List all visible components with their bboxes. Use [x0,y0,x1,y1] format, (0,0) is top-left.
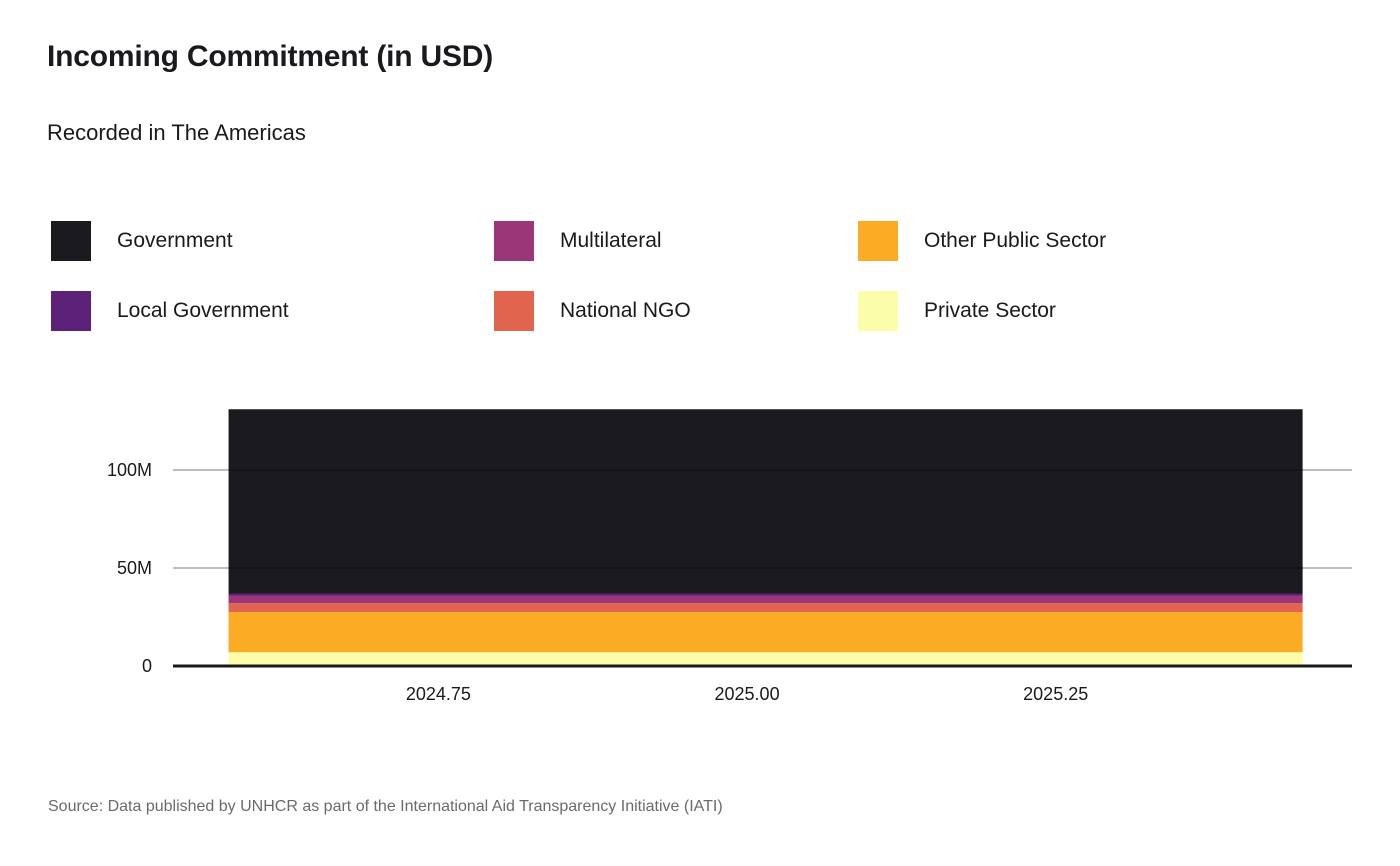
legend-item-government[interactable]: Government [51,221,233,261]
area-national-ngo [228,603,1303,613]
legend-label: National NGO [560,299,691,322]
legend-swatch [51,221,91,261]
source-note: Source: Data published by UNHCR as part … [48,798,723,815]
legend-item-multilateral[interactable]: Multilateral [494,221,662,261]
chart-title: Incoming Commitment (in USD) [47,40,494,73]
legend-item-national-ngo[interactable]: National NGO [494,291,691,331]
legend-swatch [858,291,898,331]
legend-item-other-public-sector[interactable]: Other Public Sector [858,221,1106,261]
area-government [228,409,1303,594]
x-tick-label: 2024.75 [406,684,471,704]
legend-label: Other Public Sector [924,229,1107,252]
area-multilateral [228,595,1303,604]
legend-label: Local Government [117,299,289,322]
y-tick-label: 50M [117,558,152,578]
y-tick-label: 100M [107,460,152,480]
legend-label: Government [117,229,233,252]
chart-subtitle: Recorded in The Americas [47,120,306,145]
area-local-government [228,593,1303,596]
stacked-area-chart: 0 50M 100M 2024.75 2025.00 2025.25 [107,409,1352,704]
x-tick-label: 2025.00 [715,684,780,704]
legend-swatch [494,221,534,261]
chart-legend: Government Multilateral Other Public Sec… [51,221,1351,331]
x-tick-label: 2025.25 [1023,684,1088,704]
legend-swatch [858,221,898,261]
area-other-public-sector [228,612,1303,653]
y-tick-label: 0 [142,656,152,676]
legend-swatch [494,291,534,331]
legend-label: Multilateral [560,229,662,252]
legend-label: Private Sector [924,299,1056,322]
area-series-group [228,409,1303,666]
legend-swatch [51,291,91,331]
area-private-sector [228,652,1303,666]
legend-item-private-sector[interactable]: Private Sector [858,291,1056,331]
axes: 0 50M 100M 2024.75 2025.00 2025.25 [107,460,1352,704]
legend-item-local-government[interactable]: Local Government [51,291,289,331]
